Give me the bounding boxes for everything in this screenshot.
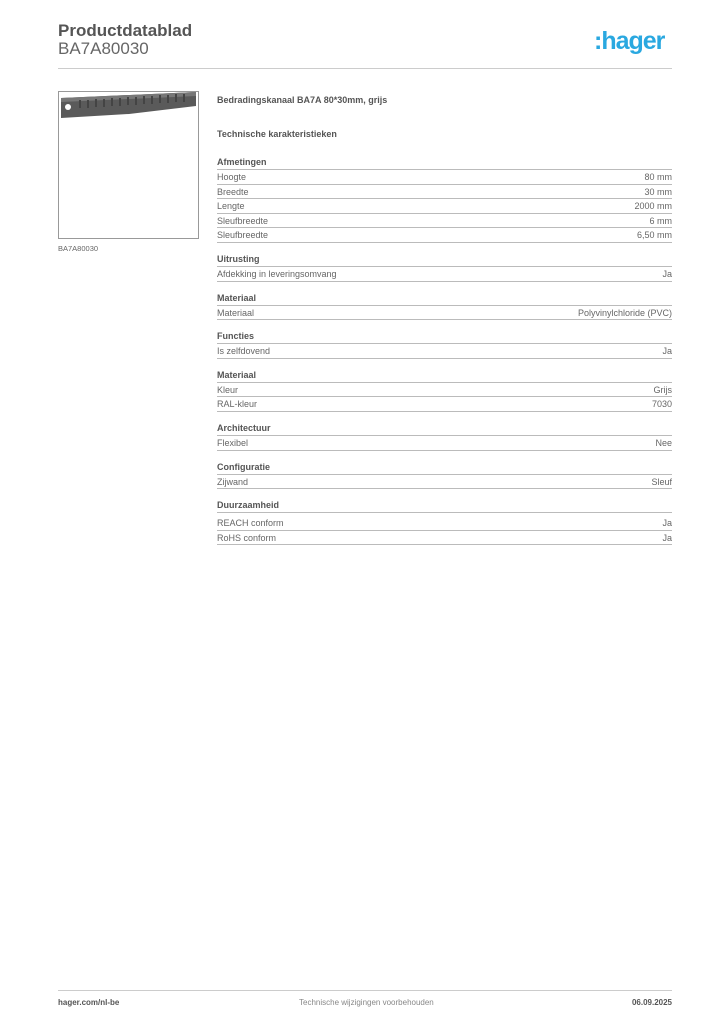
spec-label: REACH conform [217, 518, 284, 529]
product-code: BA7A80030 [58, 39, 149, 58]
spec-value: Polyvinylchloride (PVC) [577, 307, 672, 318]
spec-row: Sleufbreedte 6,50 mm [217, 228, 672, 243]
spec-value: 30 mm [644, 186, 672, 197]
image-caption: BA7A80030 [58, 244, 99, 253]
spec-row: Lengte 2000 mm [217, 199, 672, 214]
spec-value: Ja [662, 268, 672, 279]
spec-row: REACH conform Ja [217, 516, 672, 531]
spec-label: RoHS conform [217, 532, 277, 543]
spec-row: Materiaal Polyvinylchloride (PVC) [217, 306, 672, 321]
spec-label: Lengte [217, 201, 245, 212]
spec-label: Sleufbreedte [217, 215, 269, 226]
spec-label: Zijwand [217, 476, 249, 487]
spec-row: Sleufbreedte 6 mm [217, 214, 672, 229]
spec-label: Is zelfdovend [217, 346, 271, 357]
spec-section: Afmetingen Hoogte 80 mm Breedte 30 mm Lengte 2… [217, 155, 672, 243]
spec-section: Functies Is zelfdovend Ja [217, 329, 672, 359]
spec-row: Kleur Grijs [217, 383, 672, 398]
page-title: Productdatablad [58, 21, 193, 40]
spec-row: Flexibel Nee [217, 436, 672, 451]
spec-section: Architectuur Flexibel Nee [217, 421, 672, 451]
section-heading: Materiaal [217, 368, 672, 383]
spec-section: Duurzaamheid REACH conform Ja RoHS conform J… [217, 498, 672, 546]
section-heading: Architectuur [217, 421, 672, 436]
spec-section: Materiaal Materiaal Polyvinylchloride (PVC… [217, 291, 672, 321]
spec-label: Kleur [217, 384, 239, 395]
spec-value: Ja [662, 532, 672, 543]
hager-logo: :hager [594, 27, 665, 55]
spec-value: Nee [655, 437, 672, 448]
spec-label: RAL-kleur [217, 399, 258, 410]
section-heading: Materiaal [217, 291, 672, 306]
tech-section-title: Technische karakteristieken [217, 129, 337, 139]
spec-value: 2000 mm [634, 201, 672, 212]
product-title: Bedradingskanaal BA7A 80*30mm, grijs [217, 95, 388, 105]
spec-label: Afdekking in leveringsomvang [217, 268, 337, 279]
spec-value: 80 mm [644, 172, 672, 182]
footer-divider [58, 990, 672, 991]
section-heading: Functies [217, 329, 672, 345]
footer-note: Technische wijzigingen voorbehouden [299, 998, 434, 1007]
spec-section: Configuratie Zijwand Sleuf [217, 460, 672, 490]
spec-value: Sleuf [651, 476, 672, 487]
spec-sections: Afmetingen Hoogte 80 mm Breedte 30 mm Lengte 2… [217, 155, 672, 546]
cable-duct-image [61, 92, 196, 118]
footer-website[interactable]: hager.com/nl-be [58, 998, 120, 1007]
spec-value: 6,50 mm [636, 230, 672, 241]
footer-date: 06.09.2025 [631, 998, 672, 1007]
spec-value: 7030 [651, 399, 672, 410]
spec-label: Sleufbreedte [217, 230, 269, 241]
spec-section: Materiaal Kleur Grijs RAL-kleur 7030 [217, 368, 672, 412]
spec-label: Materiaal [217, 307, 255, 318]
spec-value: Ja [662, 518, 672, 529]
section-heading: Afmetingen [217, 155, 672, 170]
spec-row: Is zelfdovend Ja [217, 344, 672, 359]
section-heading: Uitrusting [217, 252, 672, 267]
spec-row: Hoogte 80 mm [217, 170, 672, 185]
spec-row: RAL-kleur 7030 [217, 397, 672, 412]
header-divider [58, 68, 672, 69]
spec-row: Afdekking in leveringsomvang Ja [217, 267, 672, 282]
spec-row: Zijwand Sleuf [217, 475, 672, 490]
spec-label: Hoogte [217, 172, 247, 182]
product-image [58, 91, 199, 239]
spec-label: Breedte [217, 186, 249, 197]
spec-area: Bedradingskanaal BA7A 80*30mm, grijs Tec… [217, 95, 672, 554]
spec-value: Grijs [653, 384, 673, 395]
section-heading: Duurzaamheid [217, 498, 672, 514]
spec-value: 6 mm [649, 215, 673, 226]
spec-row: Breedte 30 mm [217, 185, 672, 200]
spec-row: RoHS conform Ja [217, 531, 672, 546]
spec-label: Flexibel [217, 437, 249, 448]
spec-value: Ja [662, 346, 672, 357]
spec-section: Uitrusting Afdekking in leveringsomvang Ja [217, 252, 672, 282]
section-heading: Configuratie [217, 460, 672, 475]
